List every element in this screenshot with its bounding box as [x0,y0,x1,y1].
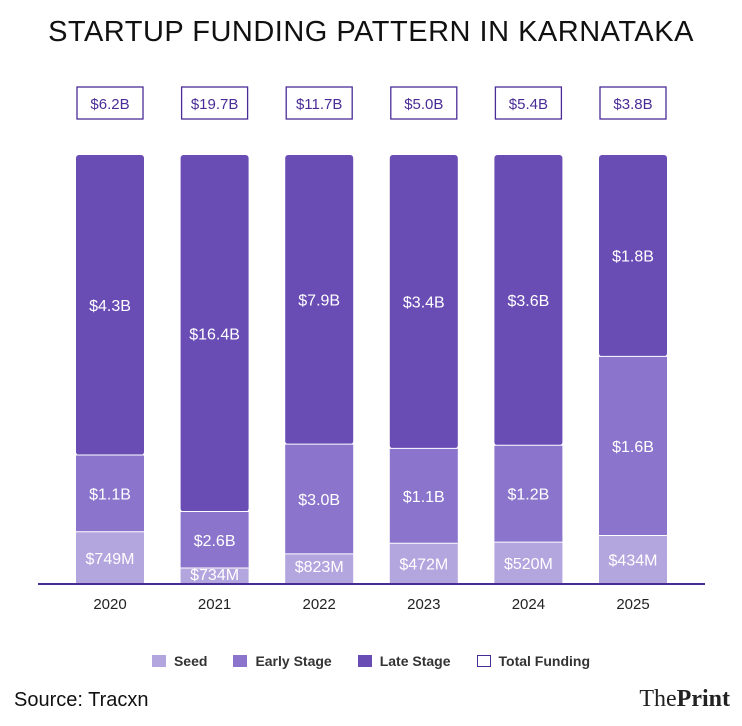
bar-seed-2022 [285,553,354,584]
total-box-2020 [76,86,144,120]
legend-label-total-funding: Total Funding [498,653,591,669]
bar-late-stage-2025 [599,155,667,357]
total-box-2021 [180,86,249,120]
total-label-2025: $3.8B [613,96,652,113]
legend-label-late-stage: Late Stage [379,653,451,669]
data-label-late-stage-2020: $4.3B [89,298,131,315]
bar-early-stage-2024 [494,445,563,543]
data-label-late-stage-2024: $3.6B [507,293,549,310]
legend: Seed Early Stage Late Stage Total Fundin… [0,653,742,669]
total-label-2021: $19.7B [191,96,239,113]
data-label-late-stage-2021: $16.4B [189,326,240,343]
bar-late-stage-2020 [76,155,144,455]
legend-label-seed: Seed [173,653,208,669]
legend-item-late-stage: Late Stage [357,653,451,669]
legend-item-seed: Seed [151,653,208,669]
x-tick-2021: 2021 [198,596,231,613]
legend-swatch-seed [151,655,166,667]
x-tick-2020: 2020 [93,596,126,613]
legend-swatch-early-stage [233,655,248,667]
chart-title: STARTUP FUNDING PATTERN IN KARNATAKA [48,16,694,48]
bar-early-stage-2020 [76,455,144,532]
data-label-seed-2024: $520M [504,556,553,573]
bar-seed-2025 [599,535,667,584]
data-label-late-stage-2025: $1.8B [612,249,654,266]
total-label-2020: $6.2B [90,96,129,113]
total-box-2025 [599,86,667,120]
theprint-logo: ThePrint [639,686,730,712]
data-label-early-stage-2025: $1.6B [612,439,654,456]
data-label-seed-2022: $823M [295,559,344,576]
bar-seed-2021 [180,568,249,584]
data-label-early-stage-2021: $2.6B [194,533,236,550]
legend-item-early-stage: Early Stage [233,653,332,669]
bar-early-stage-2023 [389,448,458,544]
total-box-2022 [285,86,353,120]
total-box-2023 [390,86,458,120]
bar-seed-2020 [76,531,144,584]
total-label-2022: $11.7B [296,96,342,113]
x-tick-2024: 2024 [512,596,545,613]
x-tick-2022: 2022 [303,596,336,613]
x-tick-2023: 2023 [407,596,440,613]
chart-area: $749M $1.1B $4.3B $6.2B 2020 $734M $2.6B $16.4B… [38,86,705,613]
legend-label-early-stage: Early Stage [255,653,332,669]
data-label-seed-2020: $749M [86,551,135,568]
data-label-late-stage-2023: $3.4B [403,295,445,312]
data-label-late-stage-2022: $7.9B [298,293,340,310]
bar-late-stage-2023 [389,155,458,449]
data-label-early-stage-2020: $1.1B [89,486,131,503]
total-label-2024: $5.4B [509,96,548,113]
x-tick-2025: 2025 [616,596,649,613]
data-label-early-stage-2023: $1.1B [403,489,445,506]
data-label-early-stage-2024: $1.2B [507,487,549,504]
bar-early-stage-2021 [180,511,249,569]
bar-late-stage-2024 [494,155,563,446]
bar-seed-2024 [494,542,563,584]
bar-late-stage-2021 [180,155,249,512]
bar-late-stage-2022 [285,155,354,445]
bar-early-stage-2022 [285,444,354,554]
legend-swatch-total-funding [476,655,491,667]
total-box-2024 [494,86,563,120]
bar-early-stage-2025 [599,356,667,536]
data-label-seed-2025: $434M [609,553,658,570]
bar-seed-2023 [389,543,458,584]
data-label-seed-2021: $734M [190,567,239,584]
data-label-seed-2023: $472M [399,557,448,574]
data-label-early-stage-2022: $3.0B [298,492,340,509]
legend-item-total-funding: Total Funding [476,653,591,669]
legend-swatch-late-stage [357,655,372,667]
source-note: Source: Tracxn [14,689,149,711]
total-label-2023: $5.0B [404,96,443,113]
